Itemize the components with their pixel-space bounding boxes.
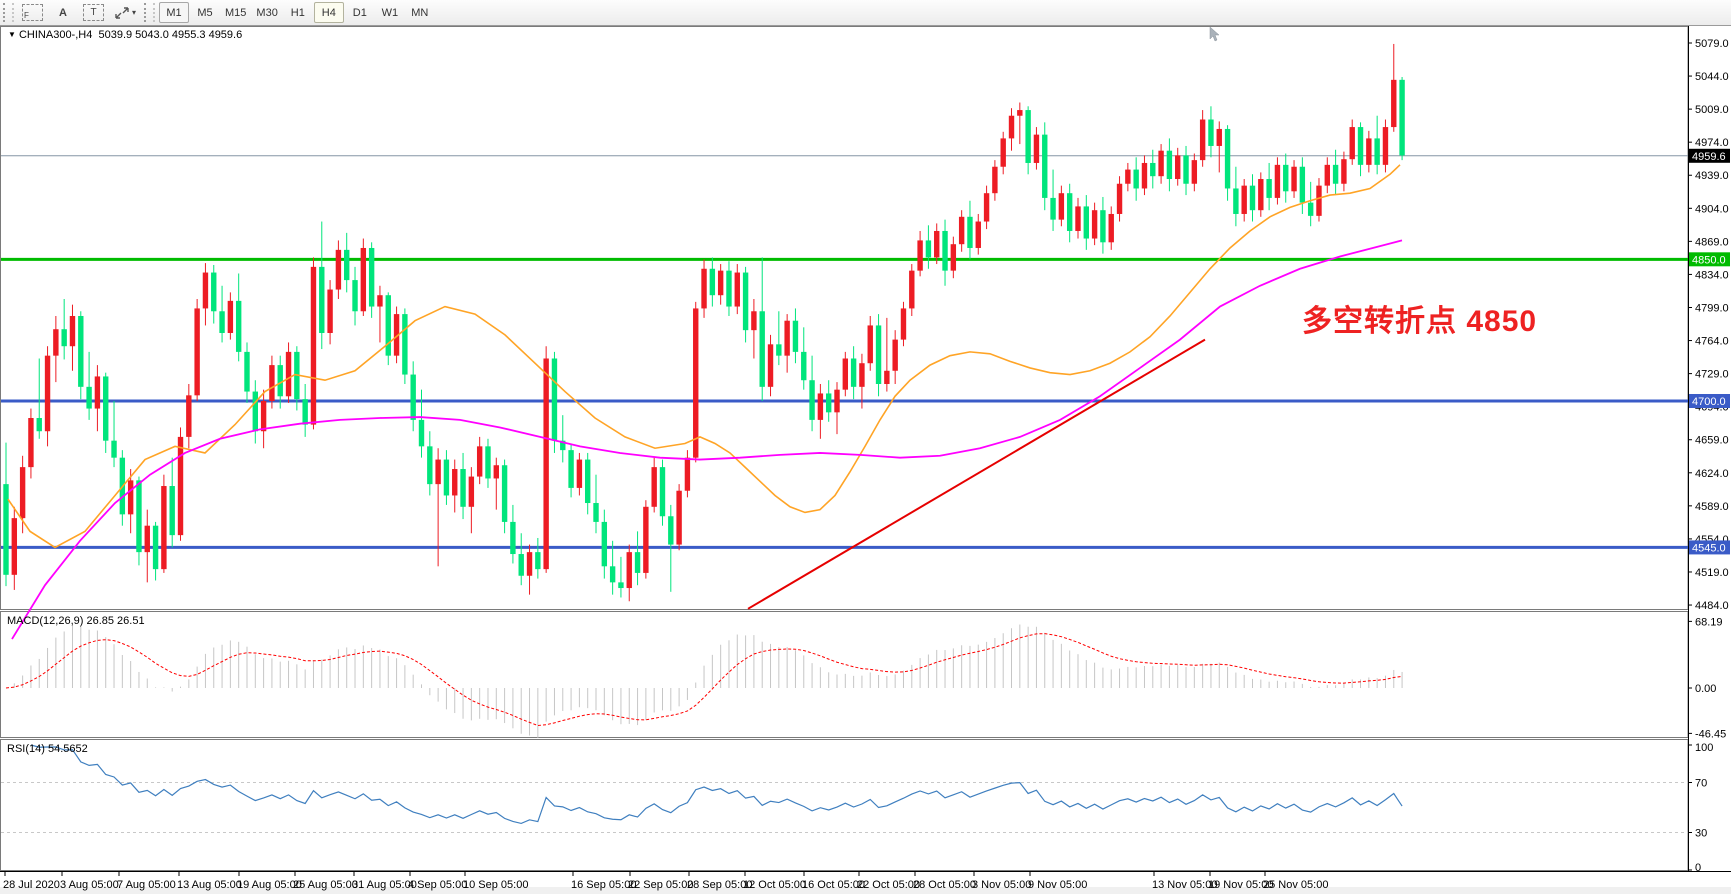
svg-text:4659.0: 4659.0 <box>1695 435 1729 447</box>
svg-text:13 Aug 05:00: 13 Aug 05:00 <box>177 879 242 891</box>
svg-text:12 Oct 05:00: 12 Oct 05:00 <box>743 879 806 891</box>
svg-text:4904.0: 4904.0 <box>1695 203 1729 215</box>
symbol-name: CHINA300-,H4 <box>18 29 93 41</box>
svg-text:4869.0: 4869.0 <box>1695 236 1729 248</box>
svg-text:31 Aug 05:00: 31 Aug 05:00 <box>352 879 417 891</box>
svg-text:4834.0: 4834.0 <box>1695 269 1729 281</box>
timeframe-h1-button[interactable]: H1 <box>290 6 305 19</box>
timeframe-w1-button[interactable]: W1 <box>381 6 399 19</box>
arrows-tool-button[interactable]: ▾ <box>110 3 140 22</box>
add-text-button[interactable]: A <box>49 3 77 22</box>
svg-text:68.19: 68.19 <box>1695 616 1723 628</box>
timeframe-m15-button[interactable]: M15 <box>225 6 247 19</box>
svg-text:30: 30 <box>1695 828 1707 840</box>
annotation-turning-point[interactable]: 多空转折点 4850 <box>1302 305 1538 338</box>
svg-text:28 Oct 05:00: 28 Oct 05:00 <box>913 879 976 891</box>
svg-text:4589.0: 4589.0 <box>1695 501 1729 513</box>
text-box-icon: T <box>83 4 104 21</box>
svg-text:28 Sep 05:00: 28 Sep 05:00 <box>687 879 752 891</box>
svg-text:5079.0: 5079.0 <box>1695 38 1729 50</box>
svg-text:3 Aug 05:00: 3 Aug 05:00 <box>60 879 119 891</box>
svg-text:25 Aug 05:00: 25 Aug 05:00 <box>293 879 358 891</box>
collapse-triangle-icon[interactable]: ▼ <box>8 30 16 39</box>
toolbar-grip[interactable] <box>3 3 14 22</box>
svg-text:19 Aug 05:00: 19 Aug 05:00 <box>237 879 302 891</box>
text-a-icon: A <box>59 6 67 19</box>
svg-text:16 Sep 05:00: 16 Sep 05:00 <box>571 879 636 891</box>
svg-text:19 Nov 05:00: 19 Nov 05:00 <box>1208 879 1273 891</box>
symbol-ohlc-line[interactable]: ▼ CHINA300-,H4 5039.9 5043.0 4955.3 4959… <box>8 29 242 41</box>
svg-text:4939.0: 4939.0 <box>1695 170 1729 182</box>
candles <box>3 43 1405 602</box>
svg-text:4 Sep 05:00: 4 Sep 05:00 <box>408 879 467 891</box>
diagonal-arrows-icon <box>115 6 129 19</box>
svg-text:7 Aug 05:00: 7 Aug 05:00 <box>117 879 176 891</box>
grid-f-icon-glyph: F <box>22 4 43 21</box>
svg-text:4545.0: 4545.0 <box>1692 542 1726 554</box>
macd-indicator-label: MACD(12,26,9) 26.85 26.51 <box>7 615 145 627</box>
svg-text:4729.0: 4729.0 <box>1695 369 1729 381</box>
svg-text:25 Nov 05:00: 25 Nov 05:00 <box>1263 879 1328 891</box>
timeframe-d1-button[interactable]: D1 <box>352 6 367 19</box>
svg-text:13 Nov 05:00: 13 Nov 05:00 <box>1152 879 1217 891</box>
svg-text:100: 100 <box>1695 742 1713 754</box>
svg-text:16 Oct 05:00: 16 Oct 05:00 <box>802 879 865 891</box>
svg-text:4799.0: 4799.0 <box>1695 302 1729 314</box>
svg-text:22 Oct 05:00: 22 Oct 05:00 <box>857 879 920 891</box>
svg-text:5009.0: 5009.0 <box>1695 104 1729 116</box>
svg-text:4850.0: 4850.0 <box>1692 254 1726 266</box>
text-label-button[interactable]: T <box>79 3 108 22</box>
svg-text:9 Nov 05:00: 9 Nov 05:00 <box>1028 879 1087 891</box>
svg-text:10 Sep 05:00: 10 Sep 05:00 <box>463 879 528 891</box>
svg-text:22 Sep 05:00: 22 Sep 05:00 <box>628 879 693 891</box>
svg-text:4974.0: 4974.0 <box>1695 137 1729 149</box>
timeframe-m1-button[interactable]: M1 <box>159 2 190 23</box>
toolbar: F A T ▾ M1 M5 M15 M30 H1 H4 D1 W1 MN <box>0 0 1731 26</box>
svg-text:4700.0: 4700.0 <box>1692 396 1726 408</box>
svg-text:70: 70 <box>1695 778 1707 790</box>
toolbar-grip-2[interactable] <box>144 3 156 22</box>
svg-text:5044.0: 5044.0 <box>1695 71 1729 83</box>
ohlc-values: 5039.9 5043.0 4955.3 4959.6 <box>98 29 243 41</box>
svg-text:0.00: 0.00 <box>1695 683 1716 695</box>
timeframe-mn-button[interactable]: MN <box>411 6 429 19</box>
svg-text:28 Jul 2020: 28 Jul 2020 <box>3 879 60 891</box>
timeframe-h4-button[interactable]: H4 <box>313 2 344 23</box>
svg-text:-46.45: -46.45 <box>1695 728 1726 740</box>
grid-f-icon[interactable]: F <box>18 3 47 22</box>
svg-text:4519.0: 4519.0 <box>1695 567 1729 579</box>
svg-text:3 Nov 05:00: 3 Nov 05:00 <box>972 879 1031 891</box>
svg-text:0: 0 <box>1695 862 1701 874</box>
timeframe-m5-button[interactable]: M5 <box>197 6 213 19</box>
rsi-indicator-label: RSI(14) 54.5652 <box>7 743 88 755</box>
timeframe-m30-button[interactable]: M30 <box>256 6 278 19</box>
svg-text:4484.0: 4484.0 <box>1695 600 1729 612</box>
svg-text:4624.0: 4624.0 <box>1695 468 1729 480</box>
svg-text:4764.0: 4764.0 <box>1695 336 1729 348</box>
macd-histogram <box>13 624 1403 738</box>
mouse-cursor-icon <box>1209 26 1220 42</box>
chevron-down-icon: ▾ <box>132 8 137 17</box>
svg-text:4959.6: 4959.6 <box>1692 151 1726 163</box>
